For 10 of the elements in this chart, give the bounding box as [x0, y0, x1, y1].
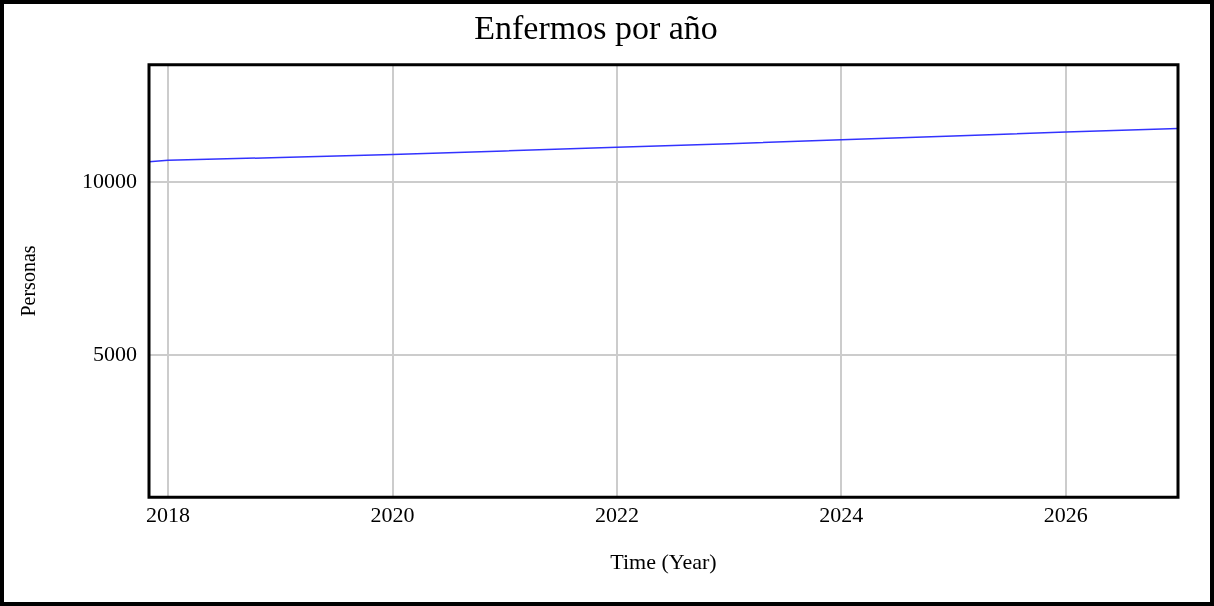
y-tick-label: 5000: [93, 341, 137, 367]
chart-title: Enfermos por año: [474, 9, 718, 47]
x-tick-label: 2018: [146, 502, 191, 528]
x-tick-label: 2022: [594, 502, 639, 528]
x-tick-label: 2024: [819, 502, 864, 528]
x-tick-label: 2020: [370, 502, 415, 528]
x-tick-label: 2026: [1043, 502, 1088, 528]
y-axis-title: Personas: [17, 245, 40, 317]
x-axis-title: Time (Year): [610, 548, 717, 574]
y-tick-label: 10000: [82, 168, 137, 194]
